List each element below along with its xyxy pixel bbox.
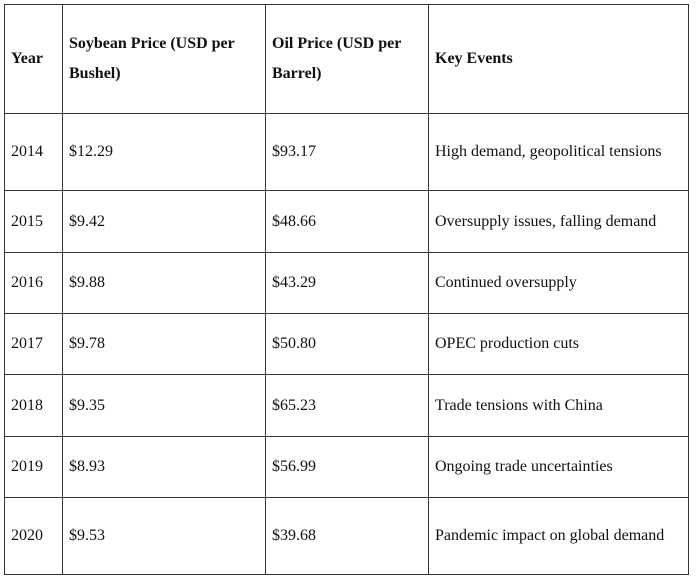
table-cell: $65.23 [265,374,429,437]
table-row: 2016 $9.88 $43.29 Continued oversupply [4,252,689,314]
table-cell: $9.53 [62,497,266,575]
table-cell: 2016 [4,252,63,314]
table-cell: $9.35 [62,374,266,437]
table-cell: $9.88 [62,252,266,314]
table-row: 2019 $8.93 $56.99 Ongoing trade uncertainti… [4,436,689,498]
table-cell: OPEC production cuts [428,313,689,375]
table-row: 2020 $9.53 $39.68 Pandemic impact on global… [4,497,689,575]
table-cell: $8.93 [62,436,266,498]
header-row: Year Soybean Price (USD per Bushel) Oil Pr… [4,4,689,114]
table-row: 2014 $12.29 $93.17 High demand, geopolitica… [4,113,689,191]
table-cell: 2015 [4,190,63,253]
table-cell: $9.78 [62,313,266,375]
table-cell: $93.17 [265,113,429,191]
table-cell: $12.29 [62,113,266,191]
table-cell: 2020 [4,497,63,575]
table-cell: Ongoing trade uncertainties [428,436,689,498]
table-cell: Oversupply issues, falling demand [428,190,689,253]
header-cell: Soybean Price (USD per Bushel) [62,4,266,114]
table-cell: Continued oversupply [428,252,689,314]
price-table: Year Soybean Price (USD per Bushel) Oil Pr… [4,4,689,575]
table-cell: $39.68 [265,497,429,575]
table-cell: Pandemic impact on global demand [428,497,689,575]
header-cell: Year [4,4,63,114]
table-cell: 2019 [4,436,63,498]
table-cell: $50.80 [265,313,429,375]
table-cell: 2018 [4,374,63,437]
table-row: 2017 $9.78 $50.80 OPEC production cuts [4,313,689,375]
table-cell: 2017 [4,313,63,375]
table-row: 2015 $9.42 $48.66 Oversupply issues, fallin… [4,190,689,253]
header-cell: Oil Price (USD per Barrel) [265,4,429,114]
table-cell: High demand, geopolitical tensions [428,113,689,191]
table-cell: $43.29 [265,252,429,314]
table-cell: Trade tensions with China [428,374,689,437]
header-cell: Key Events [428,4,689,114]
table-cell: $48.66 [265,190,429,253]
table-cell: $9.42 [62,190,266,253]
table-cell: 2014 [4,113,63,191]
table-cell: $56.99 [265,436,429,498]
table-row: 2018 $9.35 $65.23 Trade tensions with China [4,374,689,437]
